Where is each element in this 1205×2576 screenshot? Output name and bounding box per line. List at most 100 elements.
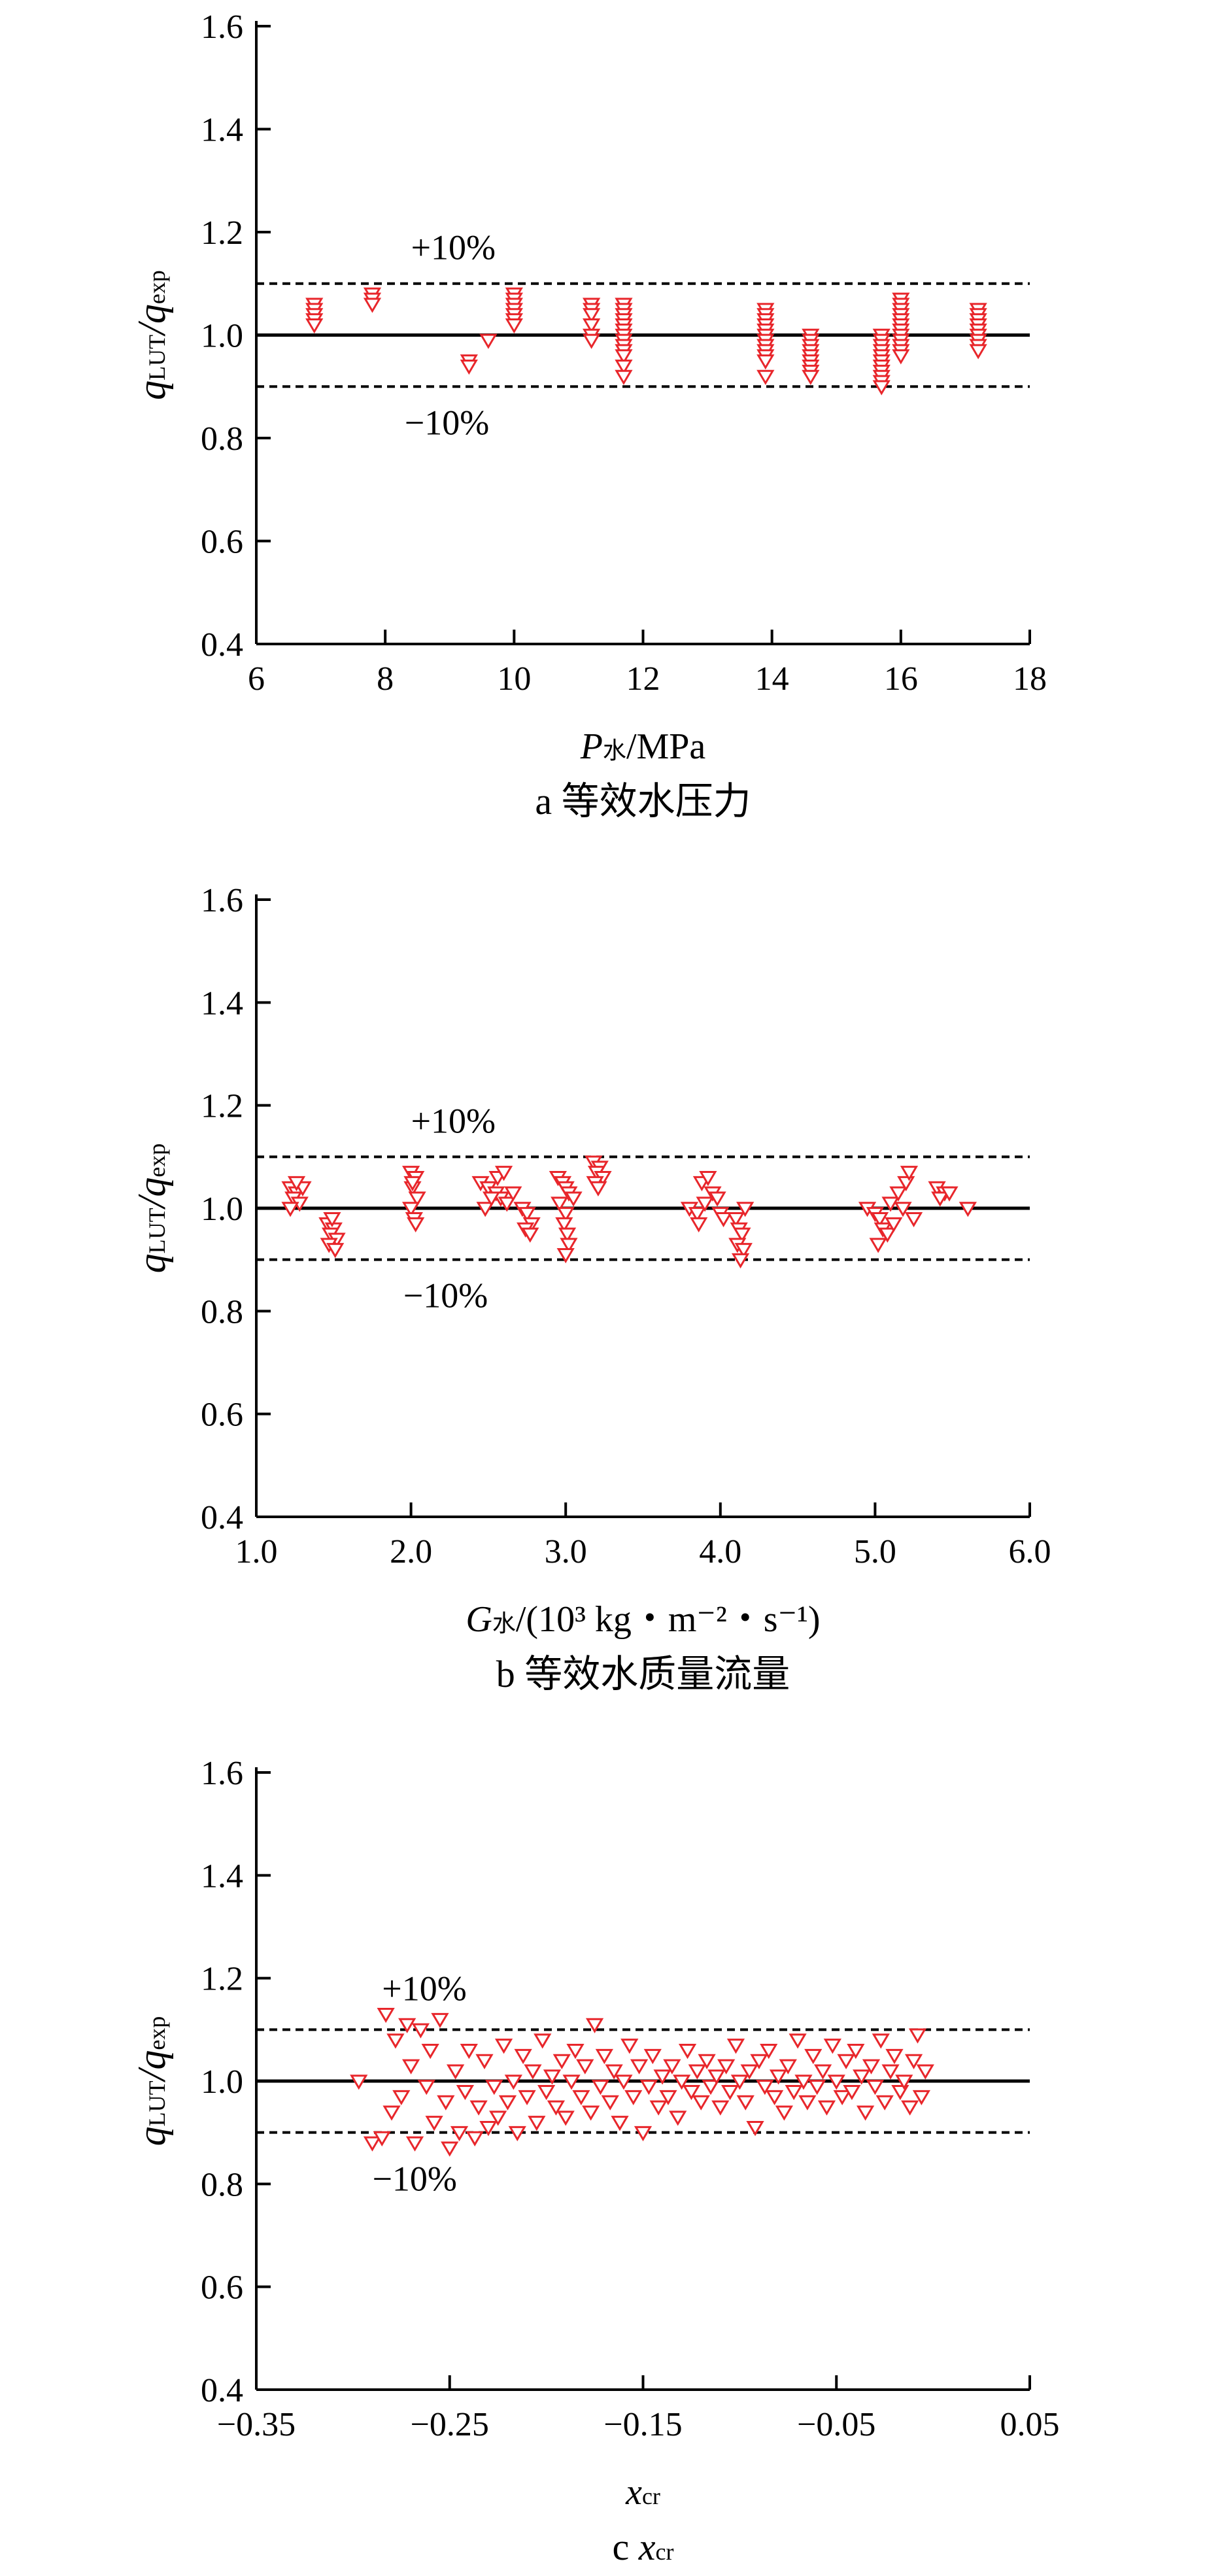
- band-label: −10%: [403, 1276, 488, 1315]
- data-point: [869, 1238, 887, 1253]
- data-point: [401, 2059, 420, 2075]
- data-point: [673, 2075, 691, 2090]
- x-axis-title-sub: 水: [492, 1610, 516, 1636]
- data-point: [615, 360, 633, 375]
- data-point: [866, 2080, 885, 2095]
- x-tick-label: 4.0: [699, 1533, 741, 1570]
- data-point: [589, 1181, 607, 1196]
- x-tick-label: −0.05: [797, 2406, 875, 2443]
- data-point: [437, 2095, 455, 2110]
- data-point: [591, 2080, 610, 2095]
- data-point: [305, 318, 324, 334]
- data-point: [534, 2033, 552, 2049]
- data-point: [823, 2039, 841, 2054]
- data-point: [363, 2136, 382, 2152]
- data-point: [403, 1176, 422, 1192]
- data-point: [460, 2044, 478, 2059]
- x-tick-label: 18: [1013, 660, 1047, 698]
- data-point: [287, 1176, 306, 1192]
- data-point: [711, 2100, 730, 2116]
- data-point: [411, 2023, 430, 2039]
- data-point: [456, 2084, 475, 2101]
- data-point: [717, 2059, 736, 2075]
- data-point: [843, 2084, 861, 2101]
- data-point: [892, 349, 910, 365]
- data-point: [789, 2033, 807, 2049]
- data-point: [450, 2126, 469, 2142]
- data-point: [639, 2080, 658, 2095]
- data-point: [756, 2080, 774, 2095]
- data-point: [853, 2069, 871, 2085]
- data-point: [483, 1191, 501, 1207]
- data-point: [386, 2033, 405, 2049]
- data-point: [377, 2007, 395, 2024]
- data-point: [959, 1202, 977, 1217]
- band-label: +10%: [382, 1969, 466, 2008]
- data-point: [901, 2100, 919, 2116]
- data-point: [498, 1196, 516, 1212]
- y-axis-title-part: LUT: [144, 2080, 170, 2126]
- data-point: [769, 2069, 788, 2085]
- y-tick-label: 1.2: [201, 1088, 243, 1125]
- data-point: [556, 2110, 575, 2126]
- x-tick-label: 3.0: [545, 1533, 587, 1570]
- y-tick-label: 1.0: [201, 1191, 243, 1228]
- data-point: [446, 2064, 465, 2080]
- data-point: [566, 2044, 585, 2059]
- data-point: [323, 1212, 341, 1228]
- data-point: [582, 2105, 600, 2121]
- data-point: [504, 1186, 522, 1202]
- data-point: [583, 318, 601, 334]
- x-tick-label: 16: [884, 660, 918, 698]
- y-axis-title-part: q: [130, 1253, 173, 1273]
- data-point: [817, 2100, 836, 2116]
- x-tick-label: 10: [497, 660, 531, 698]
- y-axis-title: qLUT/qexp: [130, 1144, 173, 1274]
- caption-var: x: [638, 2526, 656, 2568]
- data-point: [837, 2054, 855, 2069]
- data-point: [466, 2131, 484, 2146]
- x-tick-label: 8: [377, 660, 394, 698]
- data-point: [785, 2084, 803, 2101]
- data-point: [702, 2080, 720, 2095]
- y-axis-title-part: q: [130, 2050, 173, 2070]
- y-tick-label: 0.8: [201, 2166, 243, 2203]
- data-point: [431, 2012, 449, 2029]
- data-point: [498, 2095, 517, 2110]
- y-tick-label: 0.8: [201, 1293, 243, 1330]
- data-point: [698, 2054, 716, 2069]
- y-tick-label: 1.4: [201, 985, 243, 1022]
- data-point: [562, 2075, 581, 2090]
- data-point: [421, 2044, 439, 2059]
- data-point: [643, 2048, 662, 2065]
- data-point: [707, 2069, 726, 2085]
- y-tick-label: 0.4: [201, 2372, 243, 2409]
- x-axis-title: P水/MPa: [580, 726, 706, 767]
- y-tick-label: 1.0: [201, 2063, 243, 2101]
- x-axis-title-var: G: [466, 1599, 492, 1640]
- y-axis-title-part: q: [130, 1178, 173, 1197]
- data-point: [326, 1243, 345, 1259]
- y-axis-title-part: exp: [144, 2016, 170, 2050]
- data-point: [889, 1186, 908, 1202]
- data-point: [746, 2121, 764, 2137]
- y-tick-label: 0.6: [201, 524, 243, 561]
- data-point: [734, 1243, 753, 1259]
- panel-caption: c xcr: [613, 2526, 674, 2568]
- data-point: [696, 1196, 714, 1212]
- data-point: [875, 2095, 894, 2110]
- y-tick-label: 1.2: [201, 214, 243, 252]
- data-point: [281, 1202, 299, 1217]
- data-point: [714, 1212, 733, 1228]
- data-point: [813, 2064, 832, 2080]
- y-axis-title-part: exp: [144, 270, 170, 304]
- data-point: [692, 2095, 710, 2110]
- y-tick-label: 0.4: [201, 626, 243, 664]
- data-point: [688, 2064, 706, 2080]
- panel-caption: b 等效水质量流量: [496, 1653, 790, 1695]
- data-point: [350, 2075, 368, 2090]
- y-axis-title-part: q: [130, 2126, 173, 2146]
- data-point: [620, 2039, 639, 2054]
- data-point: [479, 2121, 498, 2137]
